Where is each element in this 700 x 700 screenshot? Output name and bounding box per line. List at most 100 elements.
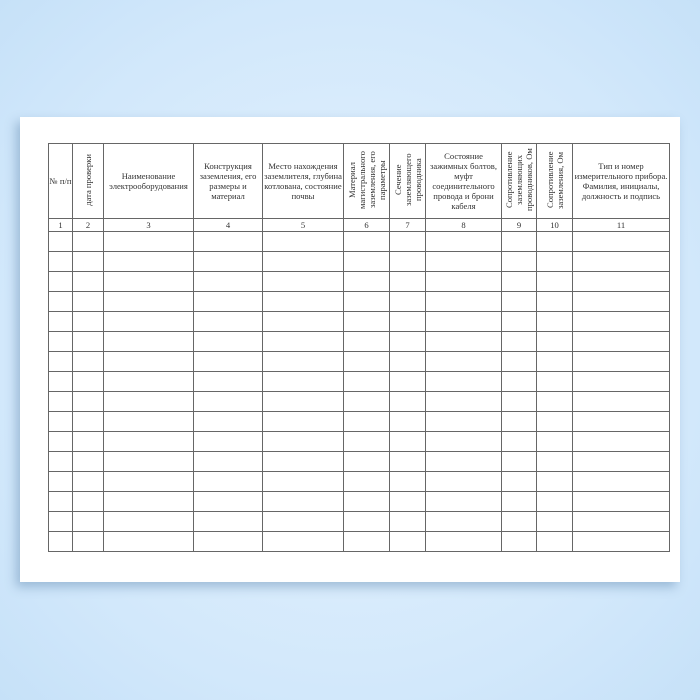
table-cell[interactable] xyxy=(48,471,73,492)
table-cell[interactable] xyxy=(193,511,263,532)
table-cell[interactable] xyxy=(48,251,73,272)
table-cell[interactable] xyxy=(536,371,573,392)
table-cell[interactable] xyxy=(262,351,344,372)
table-cell[interactable] xyxy=(501,311,537,332)
table-cell[interactable] xyxy=(193,291,263,312)
table-cell[interactable] xyxy=(193,331,263,352)
table-cell[interactable] xyxy=(103,531,194,552)
table-cell[interactable] xyxy=(389,411,426,432)
table-cell[interactable] xyxy=(262,291,344,312)
table-cell[interactable] xyxy=(425,511,502,532)
table-cell[interactable] xyxy=(536,251,573,272)
table-cell[interactable] xyxy=(501,511,537,532)
table-cell[interactable] xyxy=(103,351,194,372)
table-cell[interactable] xyxy=(343,251,390,272)
table-cell[interactable] xyxy=(389,491,426,512)
table-cell[interactable] xyxy=(389,531,426,552)
table-cell[interactable] xyxy=(536,511,573,532)
table-cell[interactable] xyxy=(343,411,390,432)
table-cell[interactable] xyxy=(72,511,104,532)
table-cell[interactable] xyxy=(501,351,537,372)
table-cell[interactable] xyxy=(72,531,104,552)
table-cell[interactable] xyxy=(501,391,537,412)
table-cell[interactable] xyxy=(262,471,344,492)
table-cell[interactable] xyxy=(572,371,670,392)
table-cell[interactable] xyxy=(103,491,194,512)
table-cell[interactable] xyxy=(193,531,263,552)
table-cell[interactable] xyxy=(48,491,73,512)
table-cell[interactable] xyxy=(536,311,573,332)
table-cell[interactable] xyxy=(389,231,426,252)
table-cell[interactable] xyxy=(389,331,426,352)
table-cell[interactable] xyxy=(389,291,426,312)
table-cell[interactable] xyxy=(389,351,426,372)
table-cell[interactable] xyxy=(343,271,390,292)
table-cell[interactable] xyxy=(536,471,573,492)
table-cell[interactable] xyxy=(425,291,502,312)
table-cell[interactable] xyxy=(103,471,194,492)
table-cell[interactable] xyxy=(72,231,104,252)
table-cell[interactable] xyxy=(389,431,426,452)
table-cell[interactable] xyxy=(193,411,263,432)
table-cell[interactable] xyxy=(501,491,537,512)
table-cell[interactable] xyxy=(343,471,390,492)
table-cell[interactable] xyxy=(425,491,502,512)
table-cell[interactable] xyxy=(262,311,344,332)
table-cell[interactable] xyxy=(572,331,670,352)
table-cell[interactable] xyxy=(425,391,502,412)
table-cell[interactable] xyxy=(536,431,573,452)
table-cell[interactable] xyxy=(343,231,390,252)
table-cell[interactable] xyxy=(572,391,670,412)
table-cell[interactable] xyxy=(425,331,502,352)
table-cell[interactable] xyxy=(48,331,73,352)
table-cell[interactable] xyxy=(343,351,390,372)
table-cell[interactable] xyxy=(501,291,537,312)
table-cell[interactable] xyxy=(501,431,537,452)
table-cell[interactable] xyxy=(193,271,263,292)
table-cell[interactable] xyxy=(193,371,263,392)
table-cell[interactable] xyxy=(425,311,502,332)
table-cell[interactable] xyxy=(262,251,344,272)
table-cell[interactable] xyxy=(572,451,670,472)
table-cell[interactable] xyxy=(536,271,573,292)
table-cell[interactable] xyxy=(48,451,73,472)
table-cell[interactable] xyxy=(425,351,502,372)
table-cell[interactable] xyxy=(536,291,573,312)
table-cell[interactable] xyxy=(48,411,73,432)
table-cell[interactable] xyxy=(48,431,73,452)
table-cell[interactable] xyxy=(72,411,104,432)
table-cell[interactable] xyxy=(536,231,573,252)
table-cell[interactable] xyxy=(72,271,104,292)
table-cell[interactable] xyxy=(572,251,670,272)
table-cell[interactable] xyxy=(501,331,537,352)
table-cell[interactable] xyxy=(343,511,390,532)
table-cell[interactable] xyxy=(343,391,390,412)
table-cell[interactable] xyxy=(193,231,263,252)
table-cell[interactable] xyxy=(501,531,537,552)
table-cell[interactable] xyxy=(193,391,263,412)
table-cell[interactable] xyxy=(572,271,670,292)
table-cell[interactable] xyxy=(389,311,426,332)
table-cell[interactable] xyxy=(262,511,344,532)
table-cell[interactable] xyxy=(103,411,194,432)
table-cell[interactable] xyxy=(343,331,390,352)
table-cell[interactable] xyxy=(193,451,263,472)
table-cell[interactable] xyxy=(389,251,426,272)
table-cell[interactable] xyxy=(262,391,344,412)
table-cell[interactable] xyxy=(262,411,344,432)
table-cell[interactable] xyxy=(48,271,73,292)
table-cell[interactable] xyxy=(572,311,670,332)
table-cell[interactable] xyxy=(501,371,537,392)
table-cell[interactable] xyxy=(262,371,344,392)
table-cell[interactable] xyxy=(72,251,104,272)
table-cell[interactable] xyxy=(262,271,344,292)
table-cell[interactable] xyxy=(343,431,390,452)
table-cell[interactable] xyxy=(103,371,194,392)
table-cell[interactable] xyxy=(425,451,502,472)
table-cell[interactable] xyxy=(262,531,344,552)
table-cell[interactable] xyxy=(536,391,573,412)
table-cell[interactable] xyxy=(103,311,194,332)
table-cell[interactable] xyxy=(501,271,537,292)
table-cell[interactable] xyxy=(48,291,73,312)
table-cell[interactable] xyxy=(389,451,426,472)
